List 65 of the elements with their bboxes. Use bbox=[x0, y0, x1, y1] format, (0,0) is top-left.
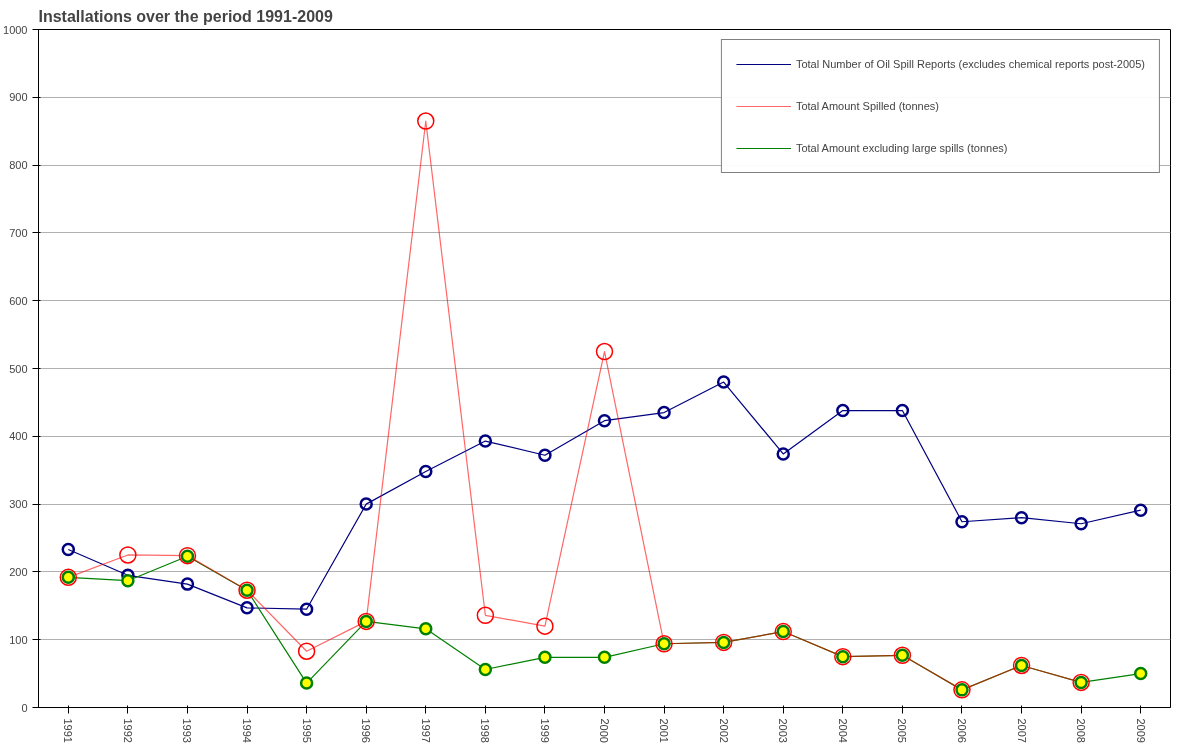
point bbox=[955, 514, 969, 529]
y-tick-label: 800 bbox=[9, 159, 28, 172]
point bbox=[1133, 666, 1148, 681]
x-tick-label: 2006 bbox=[955, 718, 968, 743]
point bbox=[597, 413, 612, 428]
point bbox=[478, 434, 493, 448]
y-tick-label: 0 bbox=[21, 701, 28, 714]
legend-label: Total Number of Oil Spill Reports (excludes chemical reports post-2005) bbox=[795, 58, 1145, 70]
y-tick-label: 600 bbox=[9, 294, 28, 307]
point bbox=[1133, 503, 1148, 517]
legend-label: Total Amount Spilled (tonnes) bbox=[795, 100, 939, 112]
point bbox=[419, 622, 433, 636]
x-tick-label: 2002 bbox=[717, 718, 730, 743]
point bbox=[536, 617, 554, 635]
x-tick-label: 1996 bbox=[360, 718, 373, 743]
point bbox=[895, 403, 910, 418]
point bbox=[419, 464, 433, 479]
point bbox=[657, 405, 671, 420]
x-tick-label: 2000 bbox=[598, 718, 611, 743]
point bbox=[836, 403, 850, 418]
point bbox=[297, 642, 316, 660]
x-tick-label: 1994 bbox=[241, 718, 254, 743]
point bbox=[538, 650, 552, 665]
x-tick-label: 1992 bbox=[121, 718, 134, 743]
point bbox=[538, 448, 552, 463]
x-tick-label: 1995 bbox=[300, 718, 313, 743]
x-tick-label: 2008 bbox=[1075, 718, 1088, 743]
x-tick-label: 2003 bbox=[777, 718, 790, 743]
point bbox=[119, 546, 137, 564]
x-tick-label: 2001 bbox=[658, 718, 671, 743]
chart-title: Installations over the period 1991-2009 bbox=[38, 7, 333, 25]
point bbox=[180, 577, 195, 591]
y-tick-label: 400 bbox=[9, 430, 28, 443]
point bbox=[716, 375, 731, 389]
point bbox=[1074, 517, 1088, 531]
point bbox=[595, 342, 614, 361]
x-tick-label: 1991 bbox=[62, 718, 75, 743]
y-tick-label: 900 bbox=[9, 91, 28, 104]
legend-label: Total Amount excluding large spills (tonnes) bbox=[795, 142, 1008, 154]
point bbox=[240, 601, 254, 615]
y-tick-label: 200 bbox=[9, 565, 28, 578]
point bbox=[417, 112, 435, 130]
point bbox=[299, 676, 314, 690]
x-tick-label: 1998 bbox=[479, 718, 492, 743]
x-tick-label: 1997 bbox=[419, 718, 432, 743]
x-tick-label: 2007 bbox=[1015, 718, 1028, 743]
y-tick-label: 1000 bbox=[3, 23, 28, 36]
point bbox=[597, 650, 612, 665]
y-tick-label: 500 bbox=[9, 362, 28, 375]
point bbox=[776, 447, 790, 461]
point bbox=[1014, 510, 1029, 525]
point bbox=[299, 602, 314, 616]
point bbox=[359, 497, 373, 511]
x-tick-label: 2005 bbox=[896, 718, 909, 743]
y-tick-label: 700 bbox=[9, 226, 28, 239]
point bbox=[478, 662, 493, 677]
point bbox=[476, 606, 495, 625]
x-tick-label: 1999 bbox=[538, 718, 551, 743]
point bbox=[121, 573, 135, 588]
x-tick-label: 2009 bbox=[1134, 718, 1147, 743]
x-tick-label: 2004 bbox=[836, 718, 849, 743]
x-tick-label: 1993 bbox=[181, 718, 194, 743]
y-tick-label: 300 bbox=[9, 498, 28, 511]
point bbox=[61, 542, 76, 557]
y-tick-label: 100 bbox=[9, 633, 28, 646]
